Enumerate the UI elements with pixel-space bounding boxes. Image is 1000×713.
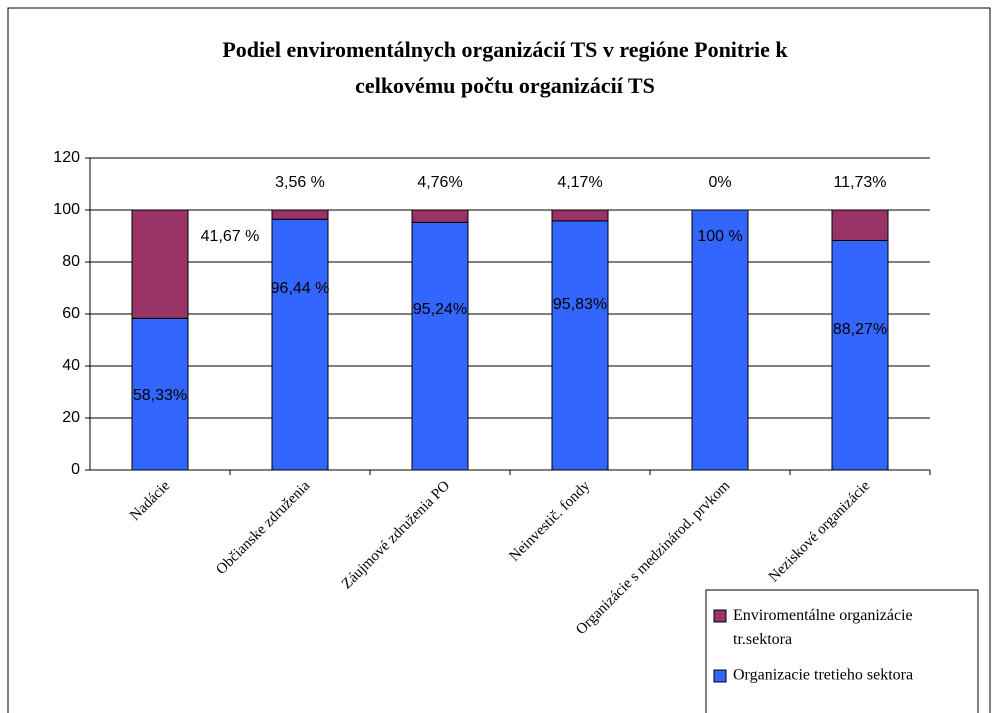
x-tick-label: Nadácie	[127, 478, 173, 524]
y-tick-label: 40	[62, 357, 80, 374]
x-label-group: Občianske združenia	[213, 478, 313, 578]
bar-segment	[551, 220, 609, 471]
x-tick-label: Neziskové organizácie	[766, 478, 874, 586]
x-label-group: Neziskové organizácie	[766, 478, 874, 586]
bar-segment	[831, 239, 889, 471]
value-label: 11,73%	[833, 174, 886, 191]
bar-segment	[411, 221, 469, 471]
chart-title: Podiel enviromentálnych organizácií TS v…	[222, 37, 788, 62]
legend-label: Organizacie tretieho sektora	[733, 667, 913, 684]
legend-swatch	[713, 669, 727, 683]
legend-label-line: tr.sektora	[733, 631, 792, 648]
value-label: 4,17%	[557, 174, 602, 191]
value-label: 96,44 %	[271, 280, 330, 297]
x-label-group: Záujmové združenia PO	[339, 478, 454, 593]
value-label: 4,76%	[417, 174, 462, 191]
x-tick-label: Občianske združenia	[213, 478, 313, 578]
y-tick-label: 120	[53, 149, 80, 166]
x-tick-label: Neinvestič. fondy	[507, 478, 594, 565]
bar-segment	[691, 209, 749, 471]
value-label: 41,67 %	[201, 228, 260, 245]
bar-segment	[831, 209, 889, 241]
legend-swatch	[713, 609, 727, 623]
legend-label-line: Enviromentálne organizácie	[733, 607, 913, 624]
y-tick-label: 80	[62, 253, 80, 270]
chart-frame	[7, 7, 991, 713]
chart-title: celkovému počtu organizácií TS	[355, 73, 655, 98]
y-tick-label: 60	[62, 305, 80, 322]
y-tick-label: 0	[71, 461, 80, 478]
bar-segment	[131, 209, 189, 319]
y-tick-label: 20	[62, 409, 80, 426]
value-label: 88,27%	[833, 321, 887, 338]
value-label: 58,33%	[133, 387, 187, 404]
y-tick-label: 100	[53, 201, 80, 218]
value-label: 0%	[708, 174, 731, 191]
value-label: 100 %	[697, 228, 742, 245]
legend-box	[705, 589, 979, 713]
legend-label: Enviromentálne organizácie tr.sektora	[733, 607, 913, 648]
value-label: 3,56 %	[275, 174, 325, 191]
bar-segment	[271, 218, 329, 471]
value-label: 95,24%	[413, 301, 467, 318]
bar-segment	[551, 209, 609, 222]
x-tick-label: Záujmové združenia PO	[339, 478, 454, 593]
x-label-group: Nadácie	[127, 478, 173, 524]
bar-segment	[271, 209, 329, 220]
bar-segment	[411, 209, 469, 223]
value-label: 95,83%	[553, 296, 607, 313]
x-label-group: Neinvestič. fondy	[507, 478, 594, 565]
